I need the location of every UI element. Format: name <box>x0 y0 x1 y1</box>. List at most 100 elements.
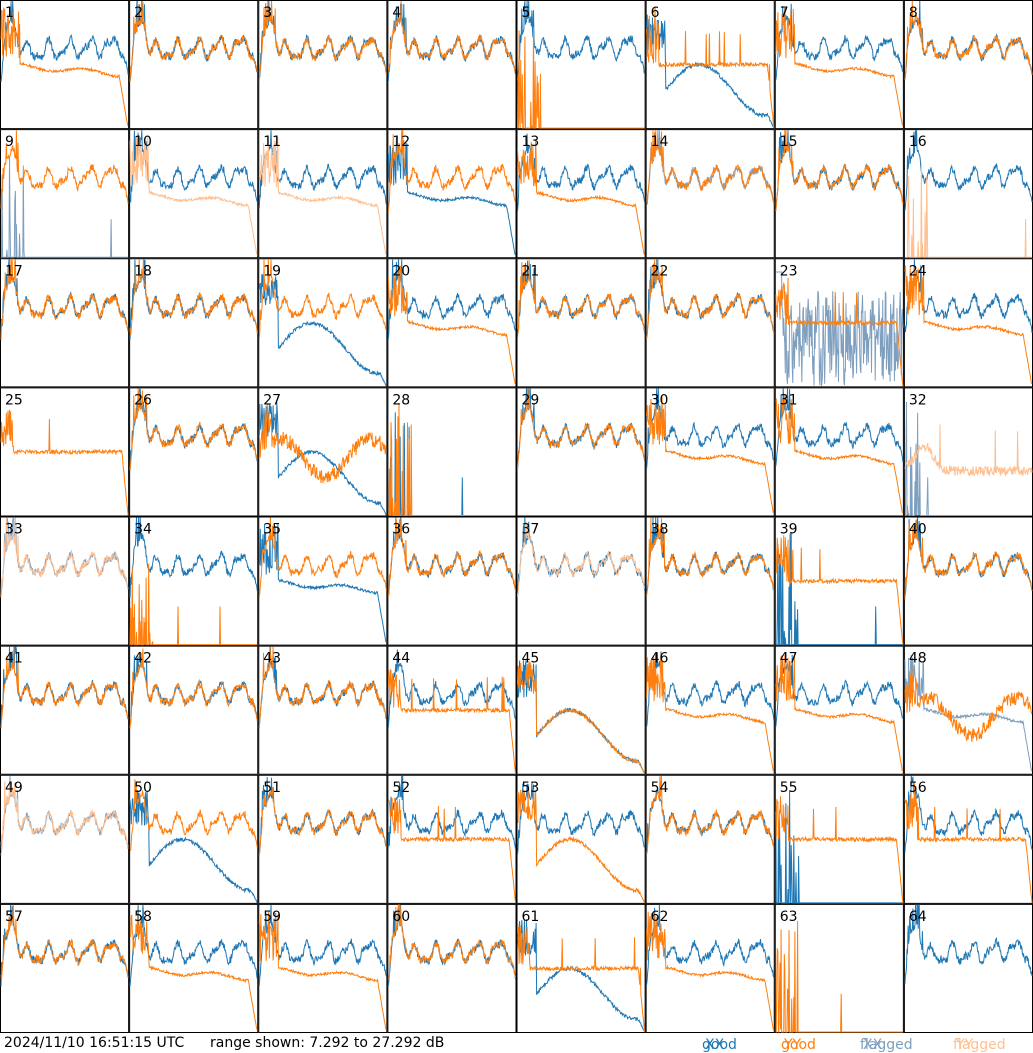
panel-13: 13 <box>516 129 646 259</box>
range-label: range shown: 7.292 to 27.292 dB <box>210 1035 445 1051</box>
panel-frame <box>774 903 904 1033</box>
yy-line <box>0 904 129 980</box>
panel-38: 38 <box>645 516 775 646</box>
panel-23: 23 <box>774 258 904 388</box>
panel-label: 26 <box>134 392 152 408</box>
yy-line <box>646 517 775 597</box>
panel-label: 62 <box>651 909 669 925</box>
yy-line <box>517 259 645 335</box>
panel-48: 48 <box>903 645 1033 775</box>
xx-line <box>775 654 903 727</box>
panel-60: 60 <box>387 903 517 1033</box>
xx-line <box>775 388 904 467</box>
panel-54: 54 <box>645 774 775 904</box>
panel-label: 31 <box>780 392 798 408</box>
yy-line <box>775 920 903 1033</box>
panel-30: 30 <box>645 387 775 517</box>
yy-line <box>258 788 387 855</box>
panel-3: 3 <box>258 0 388 130</box>
yy-line <box>646 396 775 514</box>
xx-line <box>258 904 387 986</box>
xx-line <box>1 157 129 258</box>
yy-line <box>517 788 646 904</box>
panel-label: 60 <box>392 909 410 925</box>
panel-label: 57 <box>5 909 23 925</box>
panel-label: 5 <box>522 5 531 21</box>
yy-line <box>387 130 516 212</box>
xx-line <box>904 259 1033 333</box>
yy-line <box>904 424 1033 477</box>
yy-line <box>0 781 129 856</box>
xx-line <box>904 904 1033 985</box>
xx-line <box>904 401 1032 516</box>
panel-label: 23 <box>780 263 798 279</box>
panel-56: 56 <box>903 774 1033 904</box>
panel-label: 58 <box>134 909 152 925</box>
panel-frame <box>516 387 646 517</box>
panel-frame <box>387 0 517 130</box>
xx-line <box>517 0 646 81</box>
panel-21: 21 <box>516 258 646 388</box>
panel-36: 36 <box>387 516 517 646</box>
xx-line <box>258 273 387 387</box>
panel-label: 54 <box>651 780 669 796</box>
panel-label: 59 <box>263 909 281 925</box>
panel-frame <box>129 258 259 388</box>
legend-label: good <box>702 1037 737 1053</box>
yy-line <box>517 925 646 1033</box>
xx-line <box>646 388 774 470</box>
panel-label: 35 <box>263 522 281 538</box>
panel-label: 15 <box>780 134 798 150</box>
yy-line <box>387 904 516 981</box>
xx-line <box>517 133 646 212</box>
panel-label: 49 <box>5 780 23 796</box>
xx-line <box>904 130 1033 211</box>
yy-line <box>258 0 387 82</box>
panel-label: 45 <box>522 651 540 667</box>
panel-58: 58 <box>129 903 259 1033</box>
xx-line <box>517 781 645 855</box>
panel-frame <box>129 0 259 130</box>
panel-55: 55 <box>774 774 904 904</box>
yy-line <box>517 388 646 470</box>
panel-label: 61 <box>522 909 540 925</box>
panel-frame <box>129 516 259 646</box>
panel-label: 40 <box>909 522 927 538</box>
yy-line <box>775 535 904 645</box>
yy-line <box>517 661 646 774</box>
panel-frame <box>645 774 775 904</box>
panel-label: 25 <box>5 392 23 408</box>
panel-label: 50 <box>134 780 152 796</box>
panel-label: 14 <box>651 134 669 150</box>
panel-41: 41 <box>0 645 130 775</box>
xx-line <box>129 790 258 904</box>
yy-line <box>646 775 775 855</box>
panel-28: 28 <box>387 387 517 517</box>
panel-label: 13 <box>522 134 540 150</box>
yy-line <box>387 797 516 903</box>
xx-line <box>387 137 516 256</box>
panel-40: 40 <box>903 516 1033 646</box>
yy-line <box>258 136 387 256</box>
xx-line <box>258 130 387 209</box>
panel-44: 44 <box>387 645 517 775</box>
panel-frame <box>258 774 388 904</box>
xx-line <box>904 654 1033 772</box>
yy-line <box>258 404 387 484</box>
panel-label: 16 <box>909 134 927 150</box>
panel-label: 28 <box>392 392 410 408</box>
panel-frame <box>0 774 130 904</box>
xx-line <box>387 775 516 850</box>
panel-26: 26 <box>129 387 259 517</box>
panel-6: 6 <box>645 0 775 130</box>
panel-19: 19 <box>258 258 388 388</box>
yy-line <box>129 563 258 646</box>
panel-37: 37 <box>516 516 646 646</box>
panel-label: 63 <box>780 909 798 925</box>
yy-line <box>775 654 904 772</box>
panel-label: 39 <box>780 522 798 538</box>
panel-label: 51 <box>263 780 281 796</box>
panel-label: 47 <box>780 651 798 667</box>
yy-line <box>775 796 904 903</box>
panel-label: 21 <box>522 263 540 279</box>
